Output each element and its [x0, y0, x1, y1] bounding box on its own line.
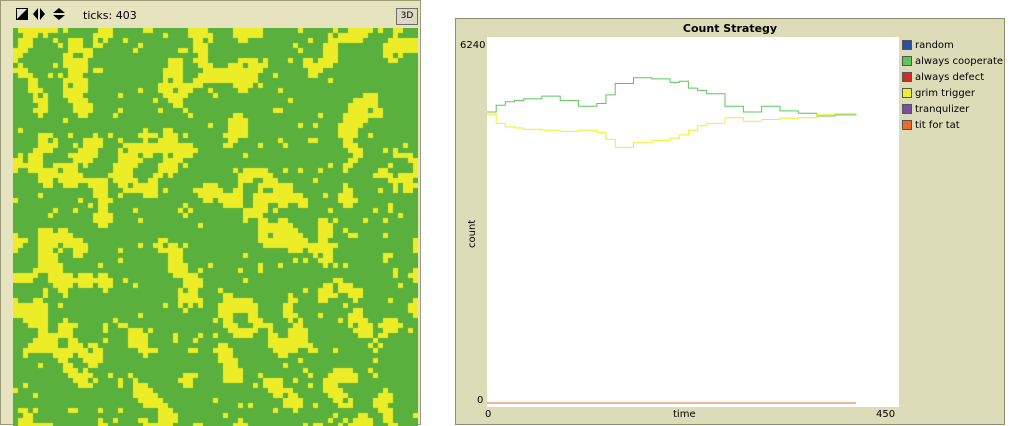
legend-item-tit-for-tat: tit for tat	[902, 117, 1006, 133]
legend-label: always cooperate	[915, 55, 1004, 67]
legend: random always cooperate always defect grim …	[902, 37, 1006, 133]
count-strategy-plot: Count Strategy 6240 0 0 450 time count r…	[455, 18, 1005, 425]
legend-swatch	[902, 104, 912, 114]
legend-swatch	[902, 56, 912, 66]
legend-swatch	[902, 120, 912, 130]
legend-item-tranqulizer: tranqulizer	[902, 101, 1006, 117]
horizontal-resize-icon[interactable]	[33, 8, 45, 20]
legend-item-grim-trigger: grim trigger	[902, 85, 1006, 101]
legend-item-random: random	[902, 37, 1006, 53]
plot-lines	[487, 77, 857, 404]
plot-area[interactable]	[487, 37, 899, 407]
legend-label: always defect	[915, 71, 985, 83]
shape-toggle-icon[interactable]	[16, 8, 28, 20]
series-line-grim-trigger	[487, 113, 857, 148]
legend-item-always-cooperate: always cooperate	[902, 53, 1006, 69]
legend-label: random	[915, 39, 954, 51]
legend-swatch	[902, 72, 912, 82]
x-max-label: 450	[876, 409, 896, 420]
y-axis-title: count	[467, 219, 478, 248]
world-toolbar: ticks: 403 3D	[1, 1, 420, 28]
legend-swatch	[902, 88, 912, 98]
x-min-label: 0	[485, 409, 492, 420]
vertical-resize-icon[interactable]	[53, 8, 65, 20]
legend-label: tranqulizer	[915, 103, 970, 115]
world-view: ticks: 403 3D	[0, 0, 421, 426]
y-max-label: 6240	[460, 40, 486, 51]
y-min-label: 0	[477, 395, 484, 406]
ticks-readout: ticks: 403	[83, 9, 137, 22]
series-line-always-cooperate	[487, 77, 857, 117]
world-patches[interactable]	[13, 28, 418, 426]
legend-label: grim trigger	[915, 87, 975, 99]
legend-item-always-defect: always defect	[902, 69, 1006, 85]
legend-swatch	[902, 40, 912, 50]
legend-label: tit for tat	[915, 119, 960, 131]
x-axis-title: time	[673, 409, 696, 420]
3d-view-button[interactable]: 3D	[396, 8, 418, 25]
ticks-value: 403	[115, 9, 137, 22]
plot-title: Count Strategy	[682, 22, 778, 35]
ticks-label: ticks:	[83, 9, 113, 22]
